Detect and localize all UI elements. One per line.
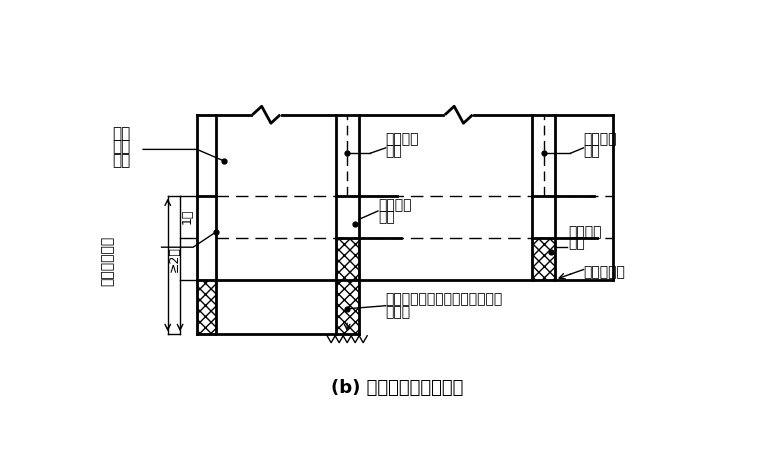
Text: 构造边缘: 构造边缘 <box>385 133 420 146</box>
Text: 抗震等级同上层，地下室内不变: 抗震等级同上层，地下室内不变 <box>385 293 503 306</box>
Text: (b) 部分框支抗震墙结构: (b) 部分框支抗震墙结构 <box>331 379 464 397</box>
Text: 抗震: 抗震 <box>112 126 131 142</box>
Text: 等级: 等级 <box>112 140 131 154</box>
Text: ≥2层: ≥2层 <box>168 246 181 272</box>
Text: 约束边缘: 约束边缘 <box>378 199 411 213</box>
Text: 1层: 1层 <box>180 209 194 225</box>
Text: 构件: 构件 <box>568 237 585 250</box>
Text: 构件: 构件 <box>385 144 402 158</box>
Bar <box>532 238 555 280</box>
Bar <box>197 280 217 334</box>
Text: 相同: 相同 <box>112 152 131 168</box>
Text: 框支层顶板: 框支层顶板 <box>584 266 625 280</box>
Bar <box>336 238 359 334</box>
Text: 构件: 构件 <box>378 210 394 224</box>
Text: 底部加强部位: 底部加强部位 <box>100 236 115 286</box>
Text: 基础顶: 基础顶 <box>385 305 410 320</box>
Text: 约束边缘: 约束边缘 <box>568 225 602 239</box>
Text: 构造边缘: 构造边缘 <box>584 133 617 146</box>
Text: 构件: 构件 <box>584 144 600 158</box>
